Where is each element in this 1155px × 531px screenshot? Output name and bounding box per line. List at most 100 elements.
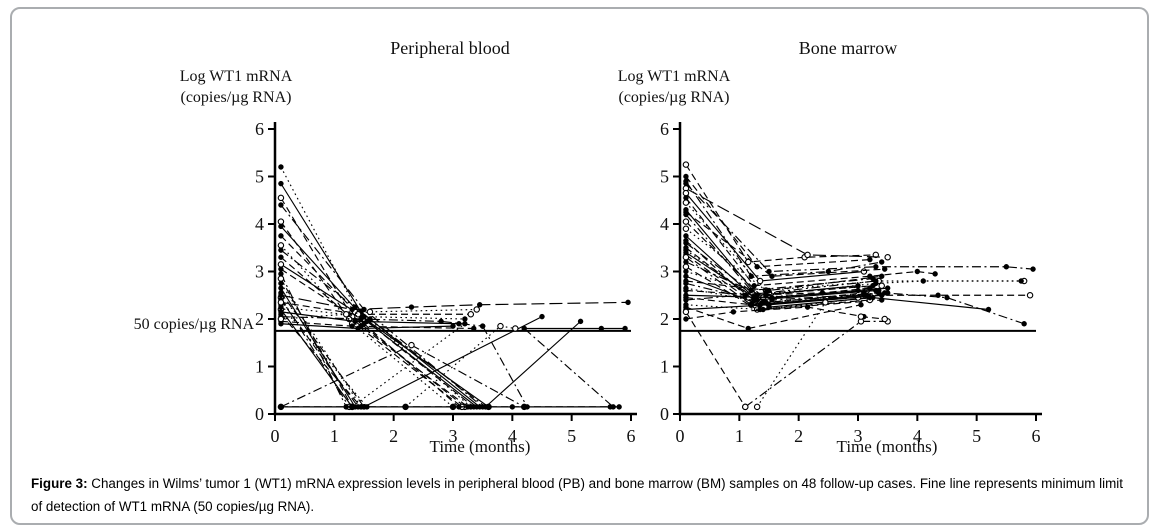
x-tick-label: 4 xyxy=(913,426,922,446)
data-point-marker xyxy=(745,325,751,332)
data-point-marker xyxy=(497,322,504,330)
data-point-marker xyxy=(769,294,775,301)
data-point-marker xyxy=(682,199,690,206)
data-point-marker xyxy=(577,318,584,325)
chart-title-peripheral-blood: Peripheral blood xyxy=(390,38,510,58)
data-point-marker xyxy=(683,173,689,180)
y-tick-label: 0 xyxy=(660,404,669,424)
data-point-marker xyxy=(882,266,888,272)
x-axis-label-bone-marrow: Time (months) xyxy=(836,437,938,456)
data-point-marker xyxy=(730,309,737,315)
x-tick-label: 0 xyxy=(676,426,685,446)
figure-border: Peripheral blood Bone marrow Log WT1 mRN… xyxy=(10,7,1149,525)
x-tick-label: 5 xyxy=(567,426,576,446)
data-point-marker xyxy=(879,292,885,298)
case-line xyxy=(685,249,879,299)
y-axis-label-peripheral-blood: Log WT1 mRNA (copies/µg RNA) xyxy=(151,66,321,108)
data-point-marker xyxy=(278,247,284,253)
data-point-marker xyxy=(467,311,475,318)
x-tick-label: 2 xyxy=(389,426,398,446)
data-point-marker xyxy=(753,403,761,411)
data-point-marker xyxy=(858,302,864,308)
figure-caption: Figure 3: Changes in Wilms’ tumor 1 (WT1… xyxy=(31,473,1129,518)
figure-caption-label: Figure 3: xyxy=(31,476,88,491)
data-point-marker xyxy=(683,268,689,275)
data-point-marker xyxy=(683,280,689,287)
case-line xyxy=(280,287,356,408)
data-point-marker xyxy=(277,261,285,268)
data-point-marker xyxy=(748,302,754,308)
data-point-marker xyxy=(456,321,462,327)
data-point-marker xyxy=(683,180,689,187)
data-point-marker xyxy=(682,189,690,197)
data-point-marker xyxy=(683,287,689,294)
data-point-marker xyxy=(278,266,284,272)
data-point-marker xyxy=(757,306,763,313)
data-point-marker xyxy=(1003,264,1010,270)
data-point-marker xyxy=(622,325,628,332)
data-point-marker xyxy=(682,254,690,261)
case-line xyxy=(685,306,865,320)
data-point-marker xyxy=(277,275,285,282)
data-point-marker xyxy=(873,278,879,284)
data-point-marker xyxy=(277,194,285,202)
case-line xyxy=(685,240,870,296)
case-line xyxy=(351,323,466,408)
data-point-marker xyxy=(914,268,921,275)
data-point-marker xyxy=(361,321,367,327)
case-line xyxy=(280,225,478,408)
data-point-marker xyxy=(477,302,483,308)
data-point-marker xyxy=(683,240,689,246)
data-point-marker xyxy=(879,259,885,265)
x-tick-label: 1 xyxy=(735,426,744,446)
data-point-marker xyxy=(473,306,480,313)
data-point-marker xyxy=(682,218,690,225)
data-point-marker xyxy=(598,325,605,332)
data-point-marker xyxy=(683,297,689,303)
case-line xyxy=(280,235,475,408)
case-line xyxy=(685,180,882,277)
data-point-marker xyxy=(682,225,690,233)
data-point-marker xyxy=(277,315,285,323)
y-tick-label: 6 xyxy=(255,119,264,139)
x-tick-label: 3 xyxy=(449,426,458,446)
data-point-marker xyxy=(349,323,355,329)
data-point-marker xyxy=(878,282,885,290)
x-tick-label: 6 xyxy=(1032,426,1041,446)
data-point-marker xyxy=(860,268,868,275)
case-line xyxy=(523,328,614,408)
data-point-marker xyxy=(766,302,772,308)
x-tick-label: 5 xyxy=(972,426,981,446)
data-point-marker xyxy=(763,290,769,296)
data-point-marker xyxy=(278,254,284,260)
data-point-marker xyxy=(521,325,527,332)
data-point-marker xyxy=(920,278,926,284)
data-point-marker xyxy=(944,294,950,301)
data-point-marker xyxy=(872,251,880,259)
x-tick-label: 2 xyxy=(794,426,803,446)
data-point-marker xyxy=(884,285,891,291)
data-point-marker xyxy=(751,297,757,303)
data-point-marker xyxy=(1021,321,1027,327)
data-point-marker xyxy=(873,264,879,270)
data-point-marker xyxy=(682,263,690,271)
case-line xyxy=(280,221,463,408)
data-point-marker xyxy=(278,180,284,187)
data-point-marker xyxy=(879,273,885,279)
data-point-marker xyxy=(760,299,766,306)
data-point-marker xyxy=(884,254,891,261)
chart-bone-marrow: 0 1 2 3 4 5 6 0 1 2 3 4 5 6 xyxy=(660,119,1042,446)
y-axis-label-line2: (copies/µg RNA) xyxy=(180,89,292,106)
figure-caption-text: Changes in Wilms’ tumor 1 (WT1) mRNA exp… xyxy=(31,476,1123,514)
y-tick-label: 3 xyxy=(255,262,264,282)
y-tick-label: 2 xyxy=(255,309,264,329)
case-line xyxy=(860,316,885,320)
data-point-marker xyxy=(450,323,456,329)
data-point-marker xyxy=(408,304,415,310)
data-point-marker xyxy=(278,292,284,298)
data-point-marker xyxy=(754,264,760,270)
case-line xyxy=(685,242,888,303)
data-point-marker xyxy=(804,304,811,310)
y-axis-label-line1: Log WT1 mRNA xyxy=(179,68,293,85)
